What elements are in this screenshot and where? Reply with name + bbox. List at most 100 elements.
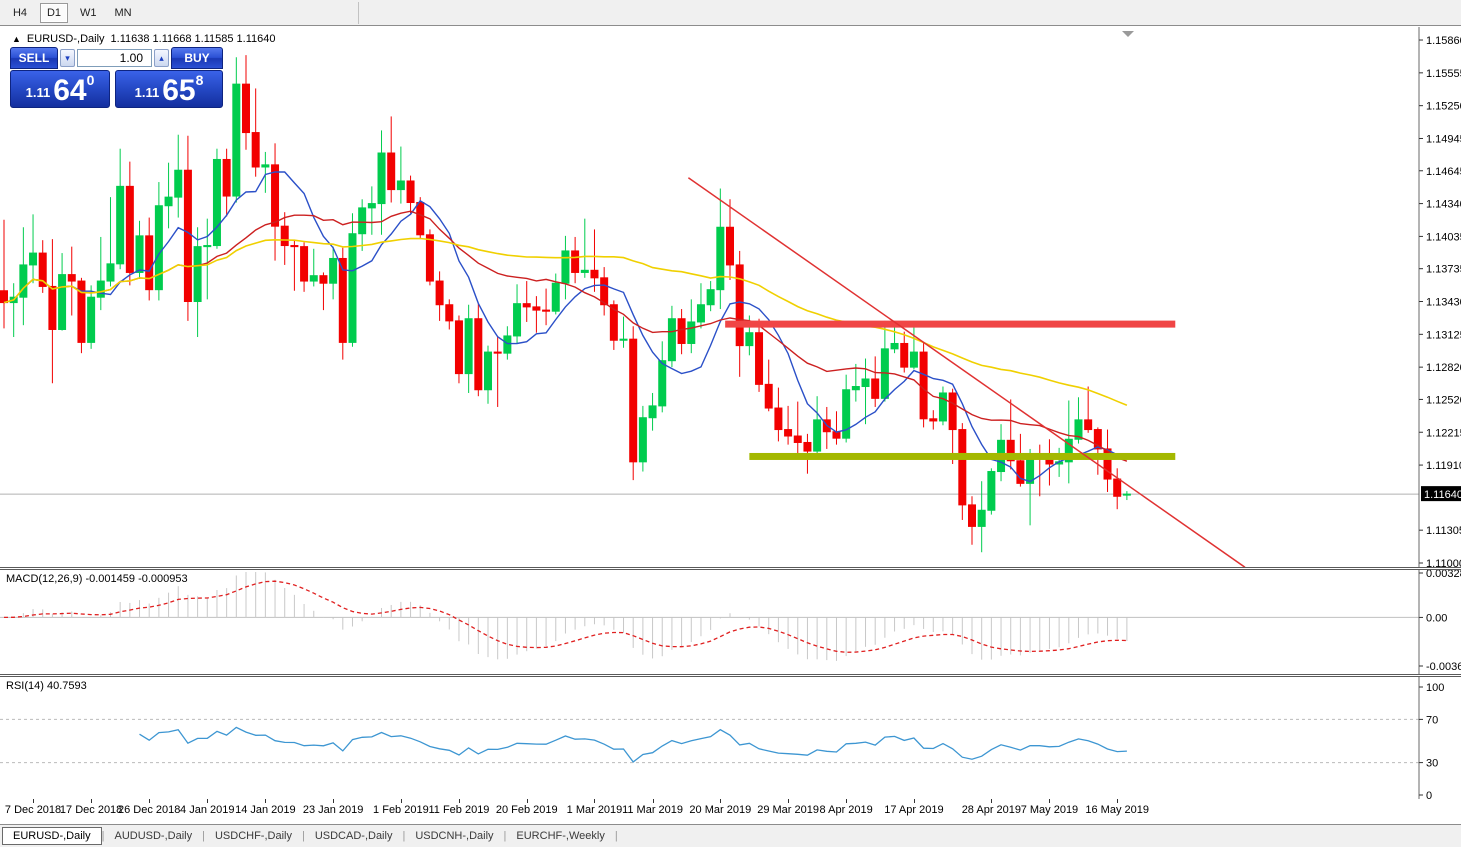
chart-tab-eurchf[interactable]: EURCHF-,Weekly (516, 830, 605, 842)
price-axis[interactable]: 1.15860 1.15555 1.15250 1.14945 1.14645 1.143… (1418, 27, 1461, 567)
main-chart-pane[interactable]: 1.15860 1.15555 1.15250 1.14945 1.14645 1.143… (0, 27, 1461, 567)
svg-text:1.13735: 1.13735 (1426, 264, 1461, 276)
time-axis-label: 17 Dec 2018 (59, 804, 123, 816)
time-tick (265, 799, 267, 803)
time-axis-label: 11 Mar 2019 (622, 804, 684, 816)
svg-text:1.14035: 1.14035 (1426, 231, 1461, 243)
ma-8-line (3, 171, 1128, 483)
time-axis-label: 11 Feb 2019 (428, 804, 490, 816)
time-tick (788, 799, 790, 803)
timeframe-tab-w1[interactable]: W1 (80, 6, 97, 19)
time-axis-label: 20 Feb 2019 (495, 804, 558, 816)
svg-text:1.11640: 1.11640 (1424, 489, 1461, 501)
svg-text:70: 70 (1426, 714, 1438, 726)
support-line[interactable] (749, 452, 1176, 460)
chart-tab-usdchf[interactable]: USDCHF-,Daily (214, 830, 292, 842)
macd-histogram (13, 572, 1128, 661)
chart-shift-marker-icon[interactable] (1122, 31, 1134, 37)
svg-text:1.11910: 1.11910 (1426, 460, 1461, 472)
time-tick (652, 799, 654, 803)
time-axis-label: 16 May 2019 (1085, 804, 1149, 816)
collapse-arrow-icon[interactable]: ▲ (12, 34, 21, 44)
sell-button[interactable]: SELL (10, 47, 58, 69)
time-axis-label: 23 Jan 2019 (302, 804, 364, 816)
time-axis-label: 29 Mar 2019 (757, 804, 819, 816)
macd-axis[interactable]: 0.003287 0.00 -0.003659 (1418, 570, 1461, 674)
time-tick (333, 799, 335, 803)
time-axis-label: 1 Mar 2019 (566, 804, 623, 816)
svg-text:30: 30 (1426, 758, 1438, 770)
time-tick (400, 799, 402, 803)
svg-text:1.12820: 1.12820 (1426, 362, 1461, 374)
tab-separator: | (301, 830, 305, 842)
volume-down-icon[interactable]: ▾ (60, 49, 75, 67)
time-tick (991, 799, 993, 803)
rsi-canvas[interactable]: 100 70 30 0 (0, 677, 1461, 799)
rsi-indicator-label: RSI(14) 40.7593 (6, 680, 87, 692)
buy-price-box[interactable]: 1.11 65 8 (115, 70, 223, 108)
buy-price-big: 65 (162, 74, 196, 107)
svg-text:1.15250: 1.15250 (1426, 101, 1461, 113)
timeframe-tab-mn[interactable]: MN (114, 6, 132, 19)
chart-header: ▲ EURUSD-,Daily 1.11638 1.11668 1.11585 … (12, 33, 276, 45)
time-axis-label: 17 Apr 2019 (884, 804, 944, 816)
descending-trendline[interactable] (687, 177, 1246, 567)
svg-text:0: 0 (1426, 790, 1432, 799)
pane-splitter[interactable] (0, 674, 1461, 677)
svg-text:1.12520: 1.12520 (1426, 394, 1461, 406)
resistance-line[interactable] (725, 320, 1176, 328)
pane-splitter[interactable] (0, 567, 1461, 570)
chart-tab-audusd[interactable]: AUDUSD-,Daily (114, 830, 193, 842)
sell-price-box[interactable]: 1.11 64 0 (10, 70, 110, 108)
time-tick (1117, 799, 1119, 803)
rsi-pane[interactable]: 100 70 30 0 (0, 677, 1461, 799)
time-axis-label: 7 May 2019 (1020, 804, 1079, 816)
symbol-tab-bar: EURUSD-,Daily | AUDUSD-,Daily | USDCHF-,Dail… (0, 824, 1461, 847)
svg-text:100: 100 (1426, 682, 1444, 694)
time-tick (846, 799, 848, 803)
macd-pane[interactable]: 0.003287 0.00 -0.003659 (0, 570, 1461, 674)
tab-separator: | (101, 830, 105, 842)
sell-price-sup: 0 (86, 72, 95, 88)
tab-separator: | (614, 830, 618, 842)
time-tick (91, 799, 93, 803)
rsi-axis[interactable]: 100 70 30 0 (1418, 677, 1444, 799)
chart-ohlc-values: 1.11638 1.11668 1.11585 1.11640 (110, 33, 276, 45)
time-tick (720, 799, 722, 803)
svg-text:0.003287: 0.003287 (1426, 570, 1461, 580)
time-tick (149, 799, 151, 803)
timeframe-toolbar: H4 D1 W1 MN (0, 0, 1461, 26)
macd-canvas[interactable]: 0.003287 0.00 -0.003659 (0, 570, 1461, 674)
svg-text:1.11305: 1.11305 (1426, 525, 1461, 537)
volume-input[interactable] (77, 49, 152, 67)
time-tick (526, 799, 528, 803)
one-click-trading-panel: SELL ▾ ▴ BUY 1.11 64 0 1.11 65 8 (10, 47, 223, 109)
svg-text:1.13430: 1.13430 (1426, 297, 1461, 309)
buy-button[interactable]: BUY (171, 47, 223, 69)
time-axis-label: 26 Dec 2018 (117, 804, 181, 816)
chart-tab-eurusd[interactable]: EURUSD-,Daily (2, 827, 102, 845)
macd-indicator-label: MACD(12,26,9) -0.001459 -0.000953 (6, 573, 188, 585)
svg-text:1.12215: 1.12215 (1426, 427, 1461, 439)
svg-text:1.15555: 1.15555 (1426, 68, 1461, 80)
time-tick (913, 799, 915, 803)
toolbar-divider (357, 1, 359, 24)
time-axis[interactable]: 7 Dec 2018 17 Dec 2018 26 Dec 2018 4 Jan 20… (0, 799, 1461, 824)
chart-tab-usdcad[interactable]: USDCAD-,Daily (314, 830, 393, 842)
time-axis-label: 1 Feb 2019 (373, 804, 429, 816)
timeframe-tab-h4[interactable]: H4 (12, 6, 28, 19)
tab-separator: | (202, 830, 205, 842)
time-tick (1049, 799, 1051, 803)
current-price-tag (1421, 486, 1461, 502)
volume-up-icon[interactable]: ▴ (154, 49, 169, 67)
tab-separator: | (402, 830, 406, 842)
tab-separator: | (503, 830, 507, 842)
time-axis-label: 14 Jan 2019 (235, 804, 296, 816)
svg-text:1.11000: 1.11000 (1426, 558, 1461, 567)
time-tick (207, 799, 209, 803)
timeframe-tab-d1[interactable]: D1 (40, 2, 68, 23)
chart-tab-usdcnh[interactable]: USDCNH-,Daily (415, 830, 494, 842)
svg-text:1.14340: 1.14340 (1426, 199, 1461, 211)
main-chart-canvas[interactable]: 1.15860 1.15555 1.15250 1.14945 1.14645 1.143… (0, 27, 1461, 567)
